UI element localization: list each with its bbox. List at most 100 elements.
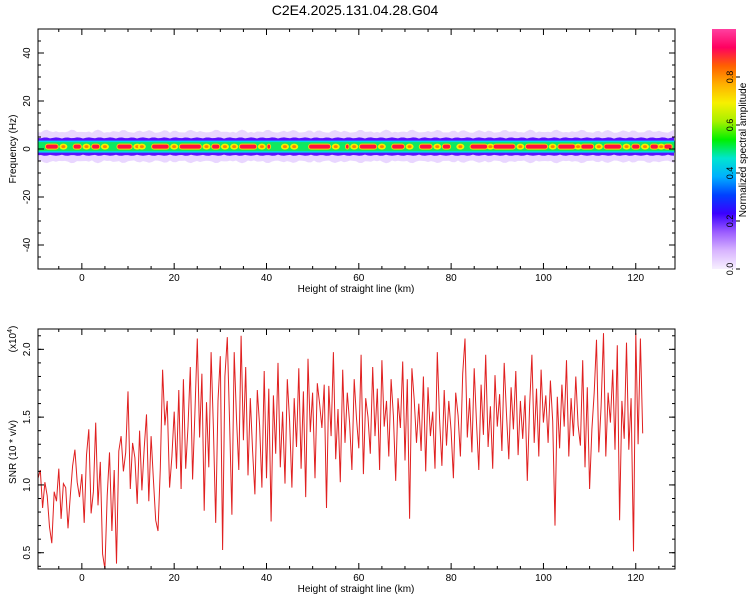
- band-core: [419, 144, 432, 149]
- spectrogram-x-ticks: 0 20 40 60 80 100 120: [58, 29, 660, 284]
- band-peak-core: [352, 145, 357, 149]
- spectral-band: [38, 129, 675, 164]
- y-tick-label: 1.5: [22, 410, 33, 424]
- x-tick-label: 80: [446, 273, 458, 284]
- band-core: [345, 144, 349, 149]
- band-core: [525, 144, 548, 149]
- y-tick-label: 20: [22, 95, 33, 107]
- snr-panel: 0 20 40 60 80 100 120 0.5 1.0 1.5 2.0 Height of s…: [7, 326, 676, 595]
- y-tick-label: -20: [22, 189, 33, 204]
- band-core: [179, 144, 201, 149]
- x-tick-label: 100: [535, 273, 552, 284]
- snr-multiplier: (x104): [7, 326, 19, 353]
- band-core: [493, 144, 515, 149]
- band-core: [45, 144, 58, 149]
- x-tick-label: 0: [79, 273, 85, 284]
- band-core: [632, 144, 640, 149]
- snr-y-label: SNR (10 * v/v): [8, 420, 19, 484]
- band-peak-core: [518, 145, 523, 149]
- band-peak-core: [292, 145, 297, 149]
- band-peak-core: [407, 145, 412, 149]
- spectrogram-panel: 0 20 40 60 80 100 120 -40 -20 0 20 40 Height of st…: [8, 28, 676, 295]
- colorbar-tick-label: 0.2: [725, 215, 735, 228]
- band-core: [650, 144, 658, 149]
- band-peak-core: [204, 145, 209, 149]
- colorbar-tick-label: 0.0: [725, 263, 735, 276]
- y-tick-label: 0: [22, 146, 33, 152]
- x-tick-label: 60: [353, 573, 365, 584]
- band-peak-core: [550, 145, 555, 149]
- band-peak-core: [84, 145, 89, 149]
- spectrogram-x-label: Height of straight line (km): [298, 284, 415, 295]
- band-peak-core: [232, 145, 237, 149]
- snr-series-line: [37, 333, 644, 570]
- band-core: [309, 144, 331, 149]
- colorbar-tick-label: 0.4: [725, 167, 735, 180]
- band-core: [558, 144, 575, 149]
- spectrogram-y-ticks: -40 -20 0 20 40: [22, 28, 675, 270]
- y-tick-label: -40: [22, 237, 33, 252]
- x-tick-label: 60: [353, 273, 365, 284]
- band-peak-core: [222, 145, 227, 149]
- band-core: [581, 144, 594, 149]
- colorbar-ticks: 0.0 0.2 0.4 0.6 0.8: [725, 71, 740, 276]
- band-core: [117, 144, 132, 149]
- band-peak-core: [61, 145, 66, 149]
- snr-multiplier-base: (x10: [8, 332, 19, 352]
- band-core: [212, 144, 220, 149]
- band-core: [359, 144, 377, 149]
- band-core: [152, 144, 169, 149]
- band-core: [470, 144, 488, 149]
- snr-multiplier-exp: 4: [7, 329, 14, 333]
- band-peak-core: [333, 145, 338, 149]
- band-peak-core: [102, 145, 107, 149]
- y-tick-label: 1.0: [22, 478, 33, 492]
- band-peak-core: [596, 145, 601, 149]
- band-peak-core: [624, 145, 629, 149]
- snr-x-ticks: 0 20 40 60 80 100 120: [58, 329, 660, 584]
- band-peak-core: [259, 145, 264, 149]
- snr-x-label: Height of straight line (km): [298, 584, 415, 595]
- band-core: [73, 144, 81, 149]
- spectrogram-y-label: Frequency (Hz): [8, 115, 19, 184]
- band-core: [239, 144, 257, 149]
- colorbar-label: Normalized spectral amplitude: [738, 82, 749, 217]
- band-core: [267, 144, 271, 149]
- x-tick-label: 20: [169, 573, 181, 584]
- band-peak-core: [139, 145, 144, 149]
- band-peak-core: [659, 145, 664, 149]
- band-peak-core: [379, 145, 384, 149]
- colorbar-tick-label: 0.6: [725, 119, 735, 132]
- colorbar-tick-label: 0.8: [725, 71, 735, 84]
- band-core: [92, 144, 100, 149]
- band-core: [604, 144, 621, 149]
- colorbar-ramp: [712, 29, 736, 269]
- x-tick-label: 20: [169, 273, 181, 284]
- band-peak-core: [172, 145, 177, 149]
- band-peak-core: [488, 145, 493, 149]
- band-peak-core: [458, 145, 463, 149]
- band-core: [392, 144, 404, 149]
- band-peak-core: [576, 145, 581, 149]
- x-tick-label: 40: [261, 273, 273, 284]
- y-tick-label: 2.0: [22, 342, 33, 356]
- band-peak-core: [282, 145, 287, 149]
- snr-frame: [37, 328, 676, 570]
- x-tick-label: 80: [446, 573, 458, 584]
- y-tick-label: 40: [22, 47, 33, 59]
- colorbar: 0.0 0.2 0.4 0.6 0.8 Normalized spectral ampl…: [712, 29, 749, 275]
- y-tick-label: 0.5: [22, 545, 33, 559]
- band-core: [442, 144, 451, 149]
- snr-multiplier-close: ): [8, 326, 19, 329]
- x-tick-label: 120: [627, 273, 644, 284]
- band-peak-core: [435, 145, 440, 149]
- chart-title: C2E4.2025.131.04.28.G04: [272, 2, 439, 18]
- x-tick-label: 40: [261, 573, 273, 584]
- band-core: [664, 144, 672, 149]
- x-tick-label: 120: [627, 573, 644, 584]
- band-peak-core: [642, 145, 647, 149]
- x-tick-label: 100: [535, 573, 552, 584]
- snr-y-ticks: 0.5 1.0 1.5 2.0: [22, 335, 675, 567]
- x-tick-label: 0: [79, 573, 85, 584]
